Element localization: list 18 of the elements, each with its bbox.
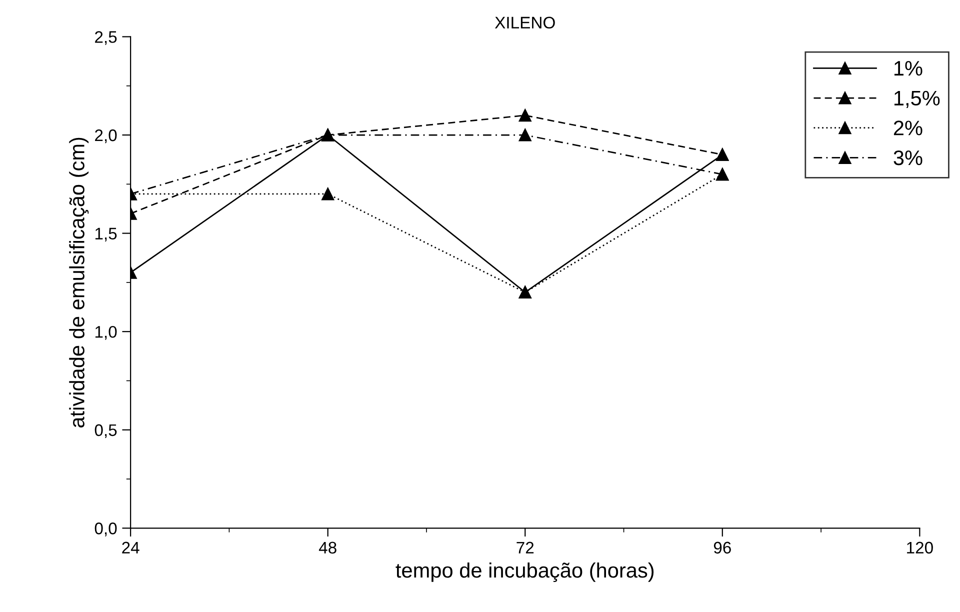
y-tick-label: 1,0 <box>95 326 117 340</box>
x-tick-label: 72 <box>516 542 534 554</box>
x-tick-label: 48 <box>318 542 336 554</box>
y-tick-label: 2,0 <box>95 129 117 144</box>
y-tick-label: 2,5 <box>95 31 117 45</box>
y-tick-label: 0,5 <box>94 424 117 438</box>
chart-title: XILENO <box>494 16 555 29</box>
x-tick-label: 96 <box>714 542 731 554</box>
x-tick-label: 120 <box>907 542 933 554</box>
x-axis-title: tempo de incubação (horas) <box>396 562 654 582</box>
legend-label: 1,5% <box>894 90 940 108</box>
y-axis-title: atividade de emulsificação (cm) <box>69 138 89 428</box>
y-tick-label: 1,5 <box>95 228 117 242</box>
legend-label: 2% <box>894 120 922 136</box>
y-tick-label: 0,0 <box>94 522 117 536</box>
x-tick-label: 24 <box>122 542 140 554</box>
legend-label: 3% <box>894 150 922 166</box>
legend-label: 1% <box>894 61 922 76</box>
